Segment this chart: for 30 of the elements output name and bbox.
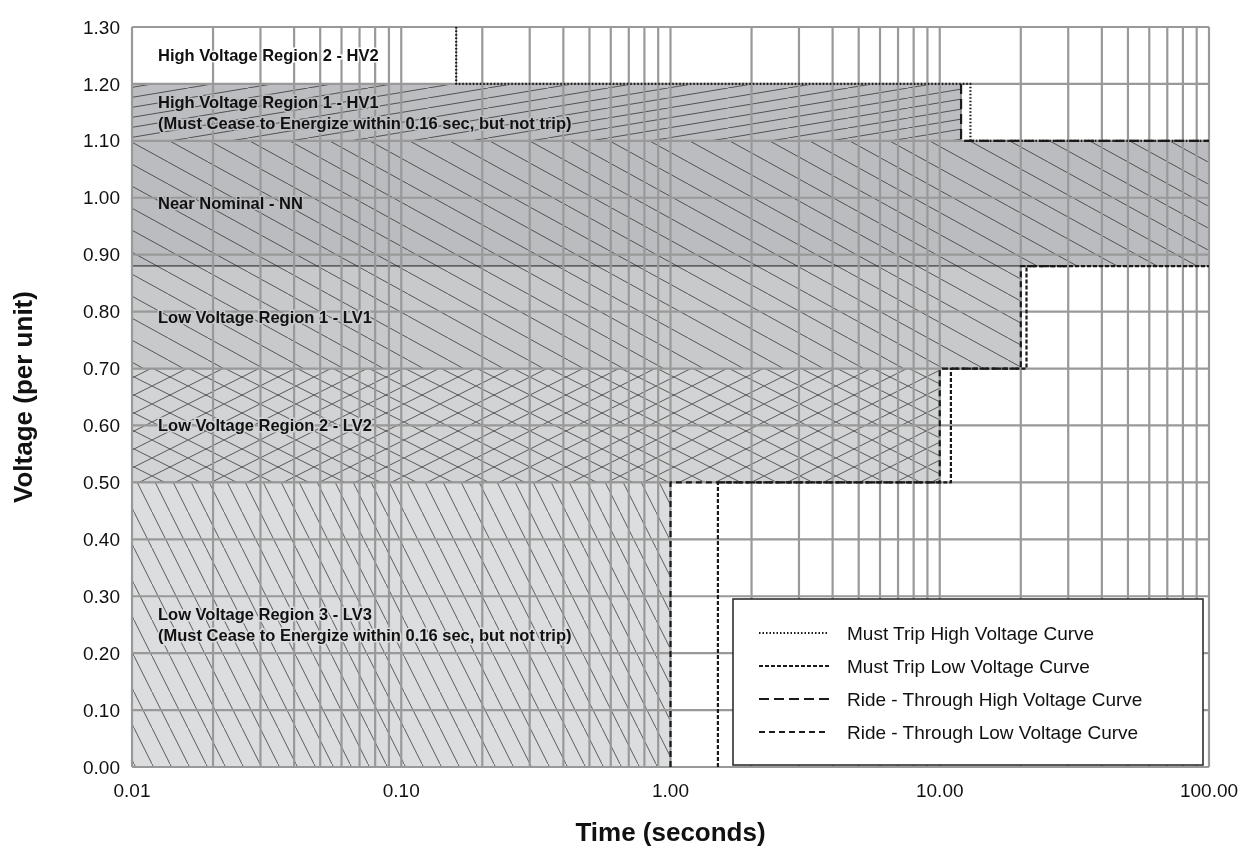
y-tick-label: 0.00 [83, 756, 120, 778]
y-tick-label: 0.30 [83, 585, 120, 607]
y-tick-label: 0.70 [83, 358, 120, 380]
x-tick-label: 0.01 [113, 780, 151, 801]
x-axis-title: Time (seconds) [575, 817, 766, 847]
y-tick-label: 1.30 [83, 16, 120, 38]
y-tick-label: 0.40 [83, 528, 120, 550]
series-label: Near Nominal - NN [158, 194, 303, 213]
y-tick-label: 1.00 [83, 187, 120, 209]
series-label: Low Voltage Region 3 - LV3 (Must Cease to Energize within 0.16 sec, but not trip) [158, 604, 572, 644]
legend-label: Must Trip Low Voltage Curve [847, 655, 1090, 677]
legend-label: Must Trip High Voltage Curve [847, 622, 1095, 644]
y-tick-label: 0.50 [83, 472, 120, 494]
y-tick-label: 0.20 [83, 642, 120, 664]
x-tick-label: 100.00 [1179, 780, 1239, 801]
y-tick-label: 1.10 [83, 130, 120, 152]
series-label: Low Voltage Region 1 - LV1 [158, 308, 372, 327]
y-tick-label: 0.60 [83, 415, 120, 437]
legend-label: Ride - Through Low Voltage Curve [847, 721, 1139, 743]
y-tick-label: 0.80 [83, 301, 120, 323]
legend-label: Ride - Through High Voltage Curve [847, 688, 1143, 710]
y-tick-label: 0.10 [83, 699, 120, 721]
series-label: Low Voltage Region 2 - LV2 [158, 416, 372, 435]
x-tick-label: 0.10 [382, 780, 420, 801]
series-label: High Voltage Region 2 - HV2 [158, 46, 379, 65]
x-tick-label: 1.00 [652, 780, 689, 801]
y-tick-label: 0.90 [83, 244, 120, 266]
y-axis-title: Voltage (per unit) [8, 291, 38, 503]
x-tick-label: 10.00 [915, 780, 964, 801]
y-tick-label: 1.20 [83, 73, 120, 95]
